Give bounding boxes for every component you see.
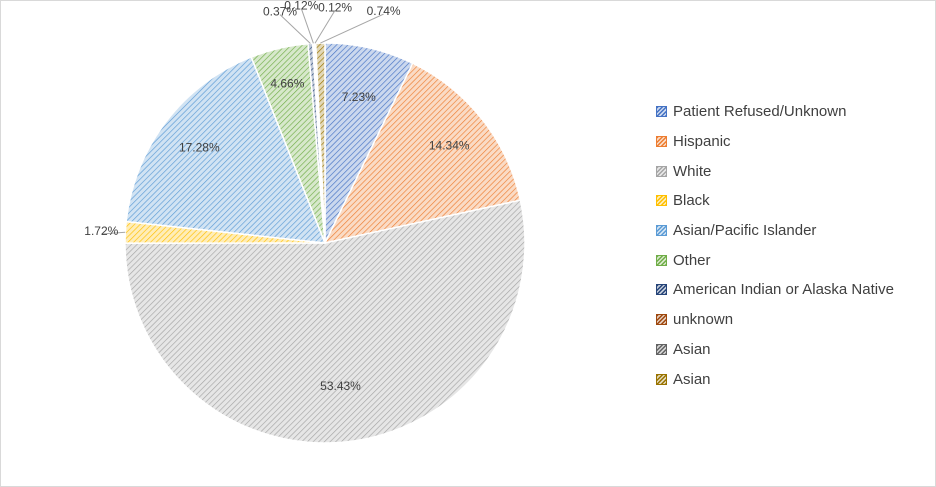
- leader-line: [320, 13, 384, 44]
- legend-label: Asian: [673, 370, 711, 388]
- legend-swatch: [656, 373, 667, 385]
- legend: Patient Refused/Unknown Hispanic White Blac…: [656, 97, 894, 394]
- legend-label: Black: [673, 192, 710, 210]
- legend-item: Hispanic: [656, 127, 894, 157]
- data-label: 0.37%: [263, 5, 297, 19]
- slice-asian: [314, 42, 326, 244]
- legend-swatch: [656, 314, 667, 326]
- slices: [124, 42, 526, 444]
- legend-label: American Indian or Alaska Native: [673, 281, 894, 299]
- legend-swatch: [656, 254, 667, 266]
- legend-item: Patient Refused/Unknown: [656, 97, 894, 127]
- data-label: 0.74%: [367, 4, 401, 18]
- data-labels: 7.23%14.34%53.43%1.72%17.28%4.66%0.37%0.…: [84, 1, 470, 393]
- legend-label: Asian: [673, 340, 711, 358]
- legend-swatch: [656, 106, 667, 118]
- legend-label: Patient Refused/Unknown: [673, 103, 847, 121]
- data-label: 4.66%: [270, 76, 304, 90]
- legend-item: Asian: [656, 364, 894, 394]
- legend-swatch: [656, 284, 667, 296]
- data-label: 0.12%: [284, 1, 318, 12]
- legend-swatch: [656, 165, 667, 177]
- leader-line: [101, 231, 126, 235]
- legend-item: Black: [656, 186, 894, 216]
- leader-lines: [101, 8, 384, 235]
- slice-hispanic: [323, 62, 522, 245]
- legend-label: Asian/Pacific Islander: [673, 222, 817, 240]
- legend-item: Other: [656, 245, 894, 275]
- legend-item: unknown: [656, 305, 894, 335]
- legend-swatch: [656, 195, 667, 207]
- data-label: 14.34%: [429, 138, 470, 152]
- legend-label: Hispanic: [673, 133, 731, 151]
- legend-item: Asian/Pacific Islander: [656, 216, 894, 246]
- legend-swatch: [656, 136, 667, 148]
- legend-swatch: [656, 343, 667, 355]
- leader-line: [279, 14, 311, 44]
- legend-item: American Indian or Alaska Native: [656, 275, 894, 305]
- data-label: 7.23%: [342, 90, 376, 104]
- leader-line: [300, 8, 314, 44]
- legend-label: unknown: [673, 311, 734, 329]
- legend-label: White: [673, 162, 712, 180]
- data-label: 0.12%: [318, 1, 352, 14]
- data-label: 17.28%: [179, 140, 220, 154]
- leader-line: [314, 10, 336, 44]
- legend-swatch: [656, 225, 667, 237]
- legend-item: Asian: [656, 335, 894, 365]
- legend-label: Other: [673, 251, 711, 269]
- slice-asian-pacific-islander: [125, 56, 327, 244]
- data-label: 53.43%: [320, 379, 361, 393]
- legend-item: White: [656, 156, 894, 186]
- slice-white: [124, 199, 526, 444]
- data-label: 1.72%: [84, 224, 118, 238]
